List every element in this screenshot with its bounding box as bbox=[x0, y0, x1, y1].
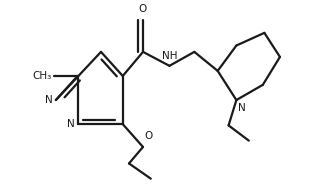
Text: N: N bbox=[45, 95, 53, 105]
Text: N: N bbox=[238, 103, 246, 113]
Text: N: N bbox=[67, 119, 74, 129]
Text: O: O bbox=[139, 4, 147, 14]
Text: O: O bbox=[144, 131, 153, 141]
Text: CH₃: CH₃ bbox=[33, 71, 52, 81]
Text: NH: NH bbox=[162, 51, 177, 61]
